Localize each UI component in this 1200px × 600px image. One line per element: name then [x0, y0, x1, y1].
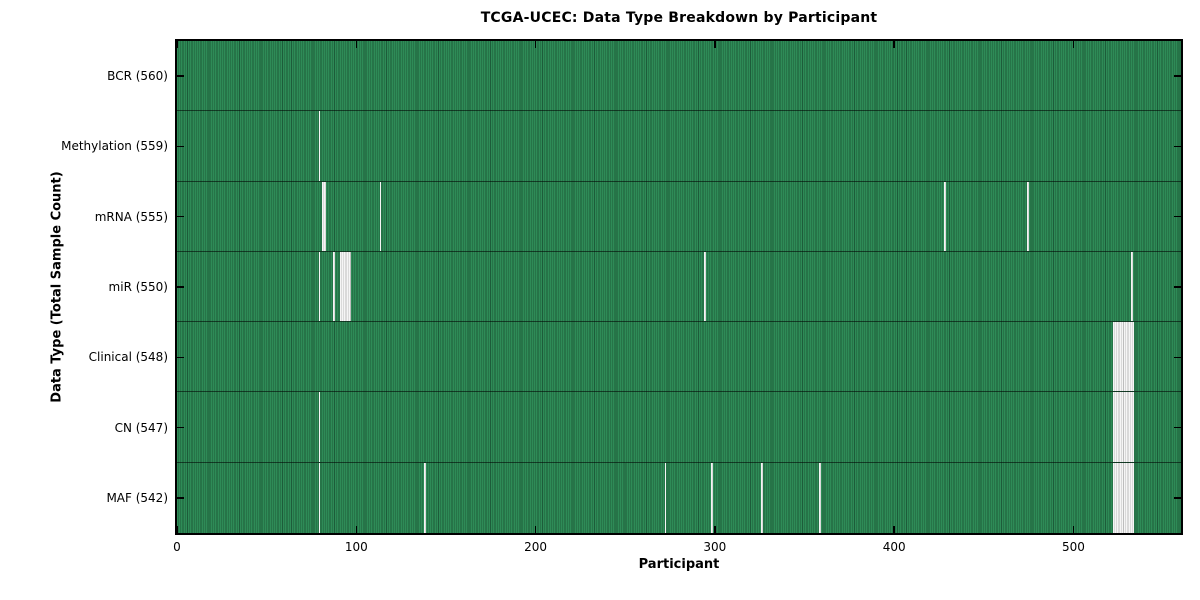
absent-marker: [318, 251, 321, 322]
top-x-tick-mark: [355, 41, 358, 48]
absent-marker: [711, 462, 714, 533]
right-y-tick-mark: [1174, 286, 1181, 288]
heatmap-row-maf: [177, 462, 1181, 533]
top-x-tick-mark: [534, 41, 537, 48]
absent-marker: [761, 462, 764, 533]
bottom-x-tick-mark: [355, 526, 358, 533]
absent-marker: [318, 462, 321, 533]
y-tick-label-methylation: Methylation (559): [61, 139, 168, 154]
absent-marker: [1112, 392, 1135, 462]
y-axis-label: Data Type (Total Sample Count): [49, 171, 65, 403]
y-tick-label-clinical: Clinical (548): [88, 350, 168, 365]
plot-frame: Present Absent: [175, 39, 1183, 535]
top-x-tick-mark: [1072, 41, 1075, 48]
heatmap-row-methylation: [177, 111, 1181, 182]
y-tick-label-maf: MAF (542): [106, 490, 168, 505]
absent-marker: [944, 181, 947, 251]
bottom-x-tick-mark: [714, 526, 716, 533]
absent-marker: [322, 181, 326, 251]
absent-marker: [318, 111, 321, 181]
y-tick-label-mrna: mRNA (555): [94, 209, 168, 224]
right-y-tick-mark: [1174, 75, 1181, 77]
x-tick-label-0: 0: [173, 540, 181, 554]
x-tick-label-500: 500: [1061, 540, 1085, 554]
absent-marker: [818, 462, 821, 533]
left-y-tick-mark: [177, 426, 184, 429]
absent-marker: [704, 251, 706, 322]
y-tick-label-bcr: BCR (560): [107, 69, 168, 84]
right-y-tick-mark: [1174, 215, 1181, 218]
bottom-x-tick-mark: [893, 526, 895, 533]
x-tick-label-300: 300: [703, 540, 727, 554]
heatmap-row-bcr: [177, 41, 1181, 112]
right-y-tick-mark: [1174, 426, 1181, 429]
left-y-tick-mark: [177, 145, 184, 148]
heatmap-row-clinical: [177, 322, 1181, 393]
x-axis-label: Participant: [638, 557, 720, 572]
absent-marker: [318, 392, 321, 462]
right-y-tick-mark: [1174, 497, 1181, 499]
absent-marker: [340, 251, 351, 322]
bottom-x-tick-mark: [1072, 526, 1075, 533]
top-x-tick-mark: [714, 41, 716, 48]
right-y-tick-mark: [1174, 145, 1181, 148]
heatmap-row-cn: [177, 392, 1181, 463]
x-axis-tick-labels: 0 100 200 300 400 500: [173, 540, 1181, 556]
absent-marker: [379, 181, 382, 251]
left-y-tick-mark: [177, 356, 184, 359]
absent-marker: [1112, 322, 1135, 392]
y-tick-label-mir: miR (550): [108, 280, 168, 294]
bottom-x-tick-mark: [177, 526, 178, 533]
heatmap-row-mrna: [177, 181, 1181, 252]
absent-marker: [332, 251, 335, 322]
left-y-tick-mark: [177, 286, 184, 288]
left-y-tick-mark: [177, 497, 184, 499]
top-x-tick-mark: [177, 41, 178, 48]
heatmap-row-mir: [177, 251, 1181, 323]
y-tick-label-cn: CN (547): [114, 420, 168, 435]
absent-marker: [424, 462, 427, 533]
x-tick-label-400: 400: [882, 540, 906, 554]
plot-area: [177, 41, 1181, 533]
chart-title: TCGA-UCEC: Data Type Breakdown by Partic…: [480, 10, 878, 26]
x-tick-label-200: 200: [524, 540, 548, 554]
y-axis-tick-labels: BCR (560) Methylation (559) mRNA (555) miR …: [0, 41, 168, 533]
absent-marker: [1026, 181, 1029, 251]
top-x-tick-mark: [893, 41, 895, 48]
x-tick-label-100: 100: [344, 540, 368, 554]
absent-marker: [664, 462, 667, 533]
right-y-tick-mark: [1174, 356, 1181, 359]
left-y-tick-mark: [177, 75, 184, 77]
bottom-x-tick-mark: [534, 526, 537, 533]
absent-marker: [1130, 251, 1133, 322]
left-y-tick-mark: [177, 215, 184, 218]
absent-marker: [1112, 462, 1135, 533]
